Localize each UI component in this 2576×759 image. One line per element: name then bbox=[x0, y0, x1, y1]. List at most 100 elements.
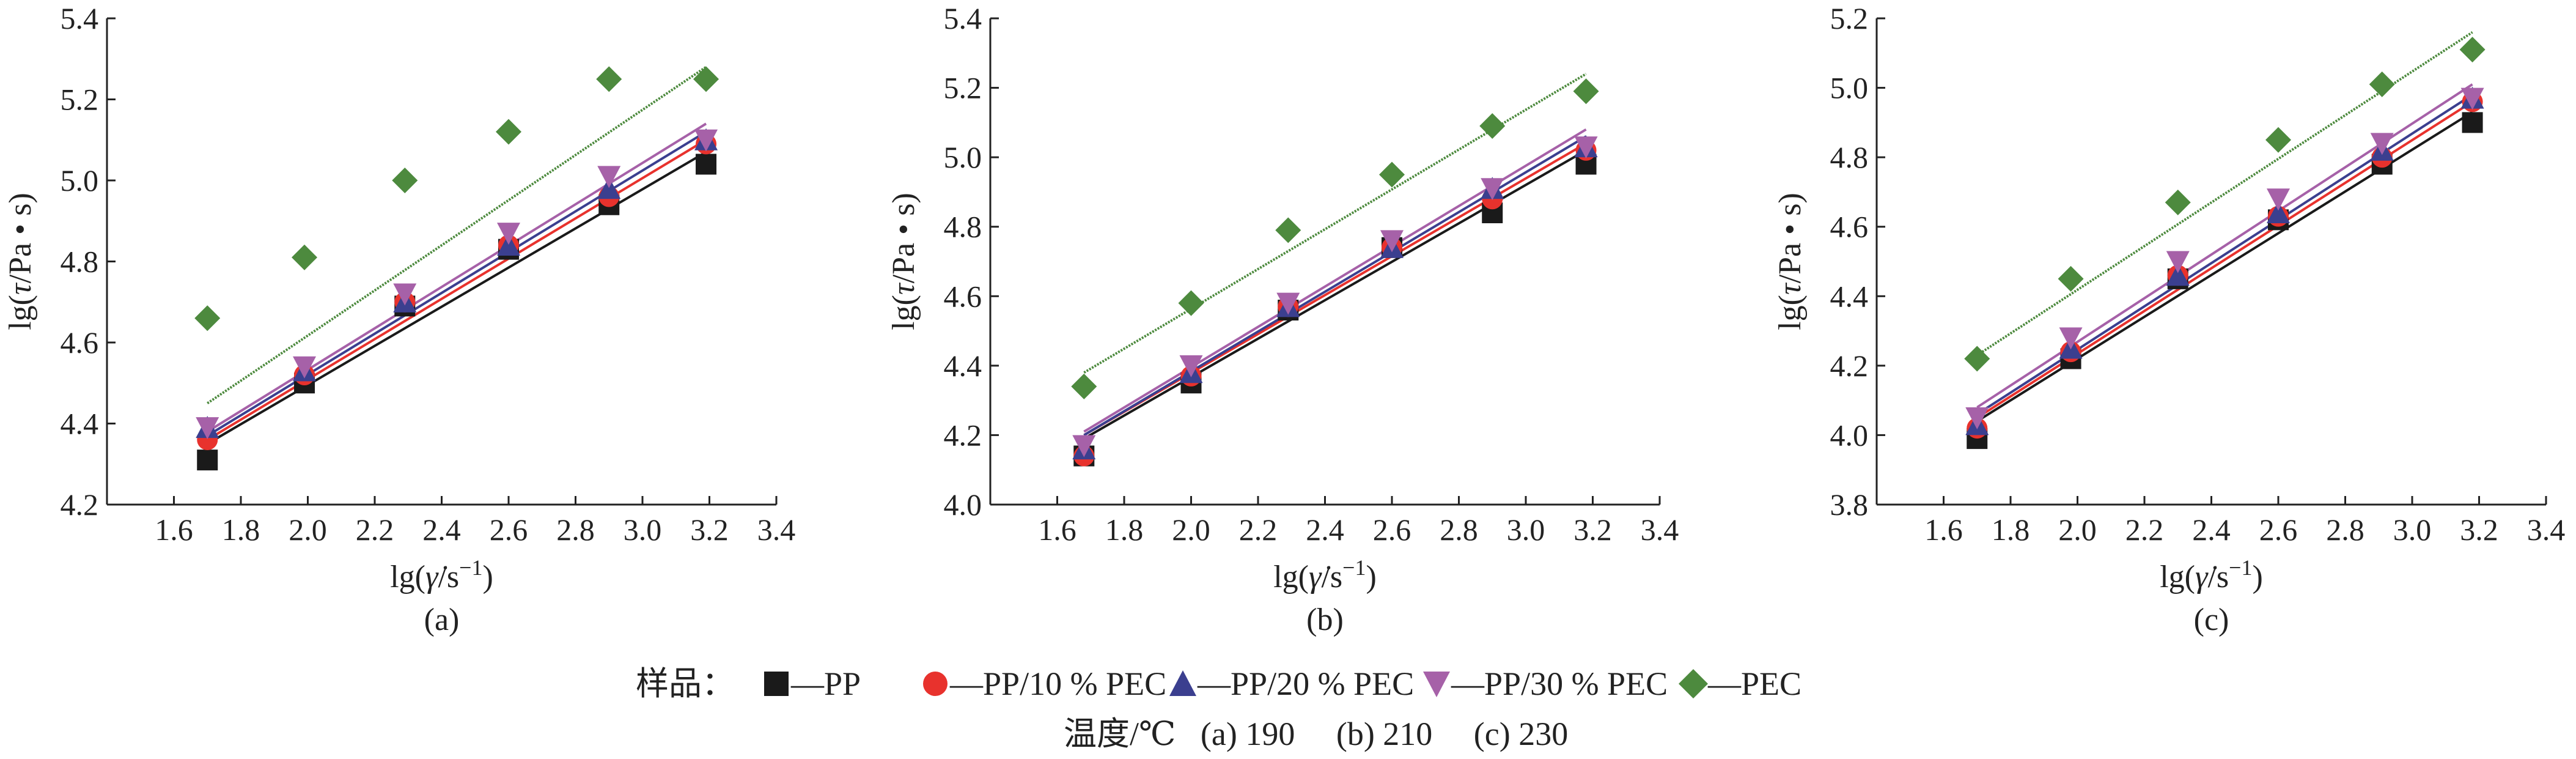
x-tick-label: 2.4 bbox=[1306, 513, 1344, 547]
data-point-pec bbox=[2165, 189, 2191, 215]
y-tick-label: 5.2 bbox=[61, 83, 99, 117]
x-tick-label: 2.2 bbox=[2125, 513, 2164, 547]
x-tick-label: 2.8 bbox=[2326, 513, 2364, 547]
data-point-pp-30-pec bbox=[1380, 230, 1404, 253]
data-point-pec bbox=[1275, 217, 1301, 243]
x-tick-label: 2.0 bbox=[289, 513, 327, 547]
fit-line-pp-10-pec bbox=[207, 139, 707, 441]
y-tick-label: 5.2 bbox=[944, 71, 982, 105]
data-point-pec bbox=[292, 244, 318, 270]
fit-line-pp-30-pec bbox=[207, 122, 707, 433]
data-point-pp-30-pec bbox=[1574, 136, 1598, 159]
legend-label: —PP bbox=[790, 665, 861, 702]
data-point-pp-30-pec bbox=[2370, 133, 2394, 155]
fit-line-pec bbox=[1976, 31, 2473, 357]
x-tick-label: 2.0 bbox=[1172, 513, 1210, 547]
fit-line-pp-10-pec bbox=[1976, 100, 2473, 419]
y-tick-label: 4.0 bbox=[944, 487, 982, 522]
chart-panel-b: 1.6 1.8 2.0 2.2 2.4 2.6 2.8 3.0 3.2 3.4 4.0 4.2 4.4 4… bbox=[886, 1, 1679, 637]
data-point-pec bbox=[693, 66, 719, 92]
data-point-pec bbox=[1479, 113, 1506, 139]
data-point-pp bbox=[2462, 112, 2483, 133]
y-tick-label: 4.2 bbox=[944, 418, 982, 452]
x-tick-label: 2.8 bbox=[556, 513, 595, 547]
data-point-pp-30-pec bbox=[1072, 435, 1096, 457]
data-point-pp bbox=[197, 450, 218, 471]
fit-line-pp bbox=[1976, 111, 2473, 423]
temperature-note: 温度/℃ (a) 190 (b) 210 (c) 230 bbox=[1064, 716, 1568, 752]
x-tick-label: 3.2 bbox=[690, 513, 729, 547]
fit-line-pp-30-pec bbox=[1083, 128, 1587, 433]
x-tick-label: 3.4 bbox=[2527, 513, 2566, 547]
y-tick-label: 4.8 bbox=[61, 245, 99, 279]
y-axis-label: lg(τ/Pa • s) bbox=[1773, 193, 1808, 330]
x-tick-label: 3.0 bbox=[1507, 513, 1545, 547]
y-tick-label: 4.8 bbox=[1830, 140, 1869, 174]
x-tick-label: 3.0 bbox=[624, 513, 662, 547]
data-point-pp-30-pec bbox=[196, 417, 219, 440]
x-tick-label: 1.8 bbox=[1105, 513, 1144, 547]
x-tick-label: 1.8 bbox=[222, 513, 260, 547]
data-point-pp-30-pec bbox=[2059, 327, 2083, 350]
data-point-pp-30-pec bbox=[1965, 407, 1989, 430]
data-point-pp-30-pec bbox=[694, 129, 718, 152]
y-tick-label: 5.0 bbox=[1830, 71, 1869, 105]
legend-marker-triangle-down bbox=[1423, 672, 1450, 697]
x-tick-label: 2.6 bbox=[2259, 513, 2298, 547]
legend-label: —PP/20 % PEC bbox=[1197, 665, 1414, 702]
legend-item: —PP bbox=[764, 665, 861, 702]
chart-panel-c: 1.6 1.8 2.0 2.2 2.4 2.6 2.8 3.0 3.2 3.4 3.8 4.0 4.2 4… bbox=[1773, 1, 2565, 637]
data-point-pp-20-pec bbox=[2267, 201, 2290, 223]
x-tick-label: 3.2 bbox=[2460, 513, 2498, 547]
data-point-pp-30-pec bbox=[2166, 251, 2190, 273]
legend-label: —PEC bbox=[1707, 665, 1801, 702]
fit-line-pec bbox=[1083, 73, 1587, 374]
y-tick-label: 5.4 bbox=[944, 1, 982, 35]
y-tick-label: 4.6 bbox=[61, 325, 99, 360]
y-tick-label: 4.4 bbox=[61, 407, 99, 441]
panel-label: (a) bbox=[424, 602, 460, 637]
x-tick-label: 1.6 bbox=[155, 513, 193, 547]
y-tick-label: 5.4 bbox=[61, 1, 99, 35]
y-tick-label: 4.4 bbox=[1830, 279, 1869, 313]
fit-line-pp bbox=[1083, 149, 1587, 440]
y-tick-label: 3.8 bbox=[1830, 487, 1869, 522]
data-point-pec bbox=[392, 168, 418, 193]
panel-label: (c) bbox=[2194, 602, 2229, 637]
legend-item: —PP/30 % PEC bbox=[1423, 665, 1668, 702]
data-point-pp-30-pec bbox=[2267, 188, 2290, 211]
data-point-pec bbox=[2265, 127, 2291, 153]
fit-line-pp bbox=[207, 150, 707, 445]
legend-item: —PP/20 % PEC bbox=[1169, 665, 1414, 702]
legend-marker-square bbox=[764, 672, 789, 696]
y-tick-label: 5.2 bbox=[1830, 1, 1869, 35]
x-tick-label: 2.2 bbox=[356, 513, 394, 547]
legend-marker-diamond bbox=[1679, 669, 1708, 698]
fit-line-pp-20-pec bbox=[1083, 135, 1587, 437]
x-tick-label: 2.2 bbox=[1239, 513, 1278, 547]
x-axis-label: lg(γ̇/s−1) bbox=[1273, 555, 1377, 594]
x-tick-label: 2.8 bbox=[1440, 513, 1478, 547]
legend-marker-triangle bbox=[1169, 670, 1196, 696]
y-tick-label: 4.8 bbox=[944, 210, 982, 244]
legend-label: —PP/10 % PEC bbox=[949, 665, 1166, 702]
data-point-pec bbox=[1178, 290, 1204, 316]
legend-label: —PP/30 % PEC bbox=[1451, 665, 1668, 702]
x-tick-label: 2.6 bbox=[1373, 513, 1411, 547]
x-tick-label: 2.0 bbox=[2058, 513, 2097, 547]
y-axis-label: lg(τ/Pa • s) bbox=[3, 193, 38, 330]
y-tick-label: 4.6 bbox=[944, 279, 982, 313]
data-point-pp-30-pec bbox=[497, 223, 520, 245]
x-tick-label: 3.2 bbox=[1573, 513, 1612, 547]
data-point-pp-30-pec bbox=[1179, 355, 1203, 377]
data-point-pec bbox=[194, 305, 221, 331]
data-point-pp bbox=[696, 154, 717, 175]
data-point-pec bbox=[2058, 265, 2084, 292]
y-tick-label: 4.4 bbox=[944, 349, 982, 383]
x-axis-label: lg(γ̇/s−1) bbox=[2160, 555, 2263, 594]
fit-line-pp-20-pec bbox=[207, 130, 707, 437]
y-tick-label: 4.2 bbox=[61, 487, 99, 522]
data-point-pp-20-pec bbox=[2166, 264, 2190, 286]
y-axis-label: lg(τ/Pa • s) bbox=[886, 193, 921, 330]
y-tick-label: 4.6 bbox=[1830, 210, 1869, 244]
